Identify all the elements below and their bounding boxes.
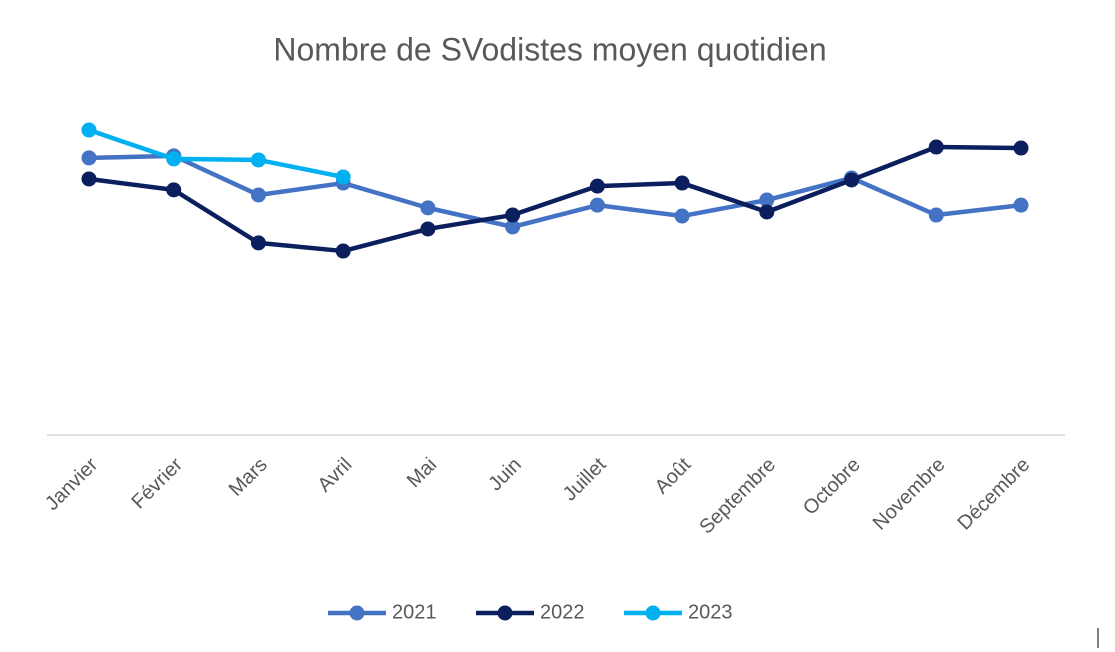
data-point: [81, 171, 97, 187]
data-point: [250, 152, 266, 168]
data-point: [166, 182, 182, 198]
data-point: [589, 178, 605, 194]
legend-label: 2022: [540, 601, 585, 623]
legend-label: 2023: [688, 601, 733, 623]
legend-marker: [645, 605, 661, 621]
data-point: [420, 221, 436, 237]
data-point: [81, 122, 97, 138]
data-point: [928, 139, 944, 155]
data-point: [250, 235, 266, 251]
legend-marker: [497, 605, 513, 621]
data-point: [844, 172, 860, 188]
data-point: [505, 207, 521, 223]
data-point: [759, 204, 775, 220]
data-point: [759, 192, 775, 208]
chart-title: Nombre de SVodistes moyen quotidien: [273, 31, 826, 67]
data-point: [250, 187, 266, 203]
data-point: [166, 151, 182, 167]
data-point: [335, 243, 351, 259]
data-point: [589, 197, 605, 213]
series-line: [88, 144, 1022, 254]
data-point: [674, 208, 690, 224]
data-point: [335, 169, 351, 185]
data-point: [928, 207, 944, 223]
legend-label: 2021: [392, 601, 437, 623]
series-line: [88, 127, 344, 180]
data-point: [505, 219, 521, 235]
data-point: [81, 150, 97, 166]
data-point: [420, 200, 436, 216]
data-point: [1013, 197, 1029, 213]
series-line: [88, 153, 1022, 230]
data-point: [674, 175, 690, 191]
legend-marker: [349, 605, 365, 621]
data-point: [1013, 140, 1029, 156]
